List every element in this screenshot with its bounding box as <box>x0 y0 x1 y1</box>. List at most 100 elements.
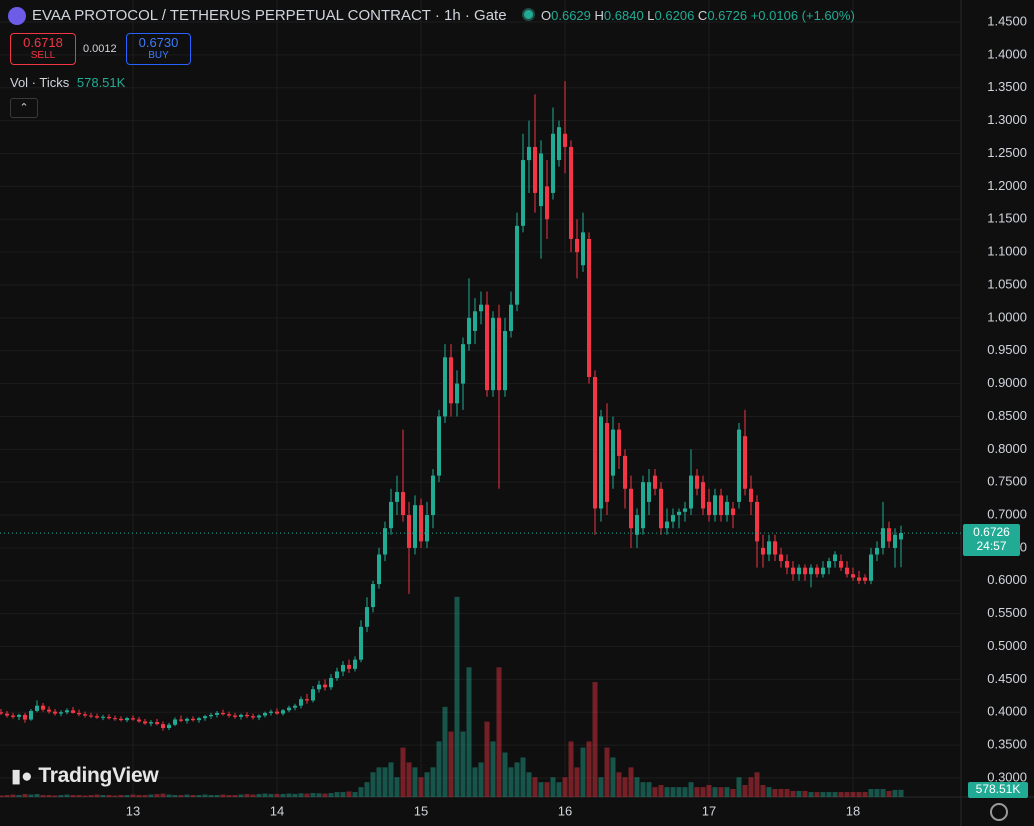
volume-bar <box>538 782 544 797</box>
volume-bar <box>706 785 712 797</box>
candle-body <box>209 714 213 717</box>
volume-bar <box>784 788 790 797</box>
candle-body <box>425 515 429 542</box>
candle-body <box>695 475 699 489</box>
candle-body <box>179 719 183 721</box>
candle-body <box>227 714 231 716</box>
candle-body <box>311 689 315 701</box>
candle-body <box>713 495 717 516</box>
volume-bar <box>130 794 136 797</box>
volume-bar <box>724 787 730 797</box>
volume-bar <box>106 795 112 797</box>
brand-name: TradingView <box>38 764 159 787</box>
candle-body <box>329 678 333 688</box>
collapse-button[interactable]: ⌃ <box>10 98 38 118</box>
volume-bar <box>478 762 484 797</box>
candle-body <box>185 718 189 721</box>
volume-bar <box>436 741 442 797</box>
volume-bar <box>526 772 532 797</box>
candle-body <box>605 423 609 502</box>
volume-bar <box>34 794 40 797</box>
candle-body <box>251 716 255 718</box>
buy-button[interactable]: 0.6730 BUY <box>126 33 191 65</box>
y-tick-label: 1.3500 <box>987 79 1027 94</box>
candle-body <box>275 711 279 714</box>
buy-price: 0.6730 <box>138 35 179 50</box>
volume-bar <box>88 795 94 797</box>
candle-body <box>545 186 549 220</box>
y-tick-label: 0.5500 <box>987 605 1027 620</box>
volume-bar <box>472 767 478 797</box>
candle-body <box>155 722 159 725</box>
candle-body <box>17 714 21 717</box>
buy-label: BUY <box>148 50 169 61</box>
candle-body <box>281 710 285 714</box>
candle-body <box>815 567 819 575</box>
candle-body <box>359 626 363 660</box>
volume-bar <box>586 741 592 797</box>
candle-body <box>521 160 525 226</box>
candle-body <box>857 577 861 581</box>
volume-bar <box>568 741 574 797</box>
y-tick-label: 0.9000 <box>987 375 1027 390</box>
candle-body <box>239 714 243 717</box>
sell-button[interactable]: 0.6718 SELL <box>10 33 76 65</box>
candle-body <box>125 718 129 721</box>
candle-body <box>341 664 345 672</box>
candle-body <box>509 304 513 331</box>
ohlc-value: 0.6840 <box>603 8 644 23</box>
volume-bar <box>424 772 430 797</box>
volume-bar <box>694 787 700 797</box>
volume-bar <box>256 794 262 797</box>
volume-bar <box>10 794 16 797</box>
volume-bar <box>790 790 796 797</box>
candle-body <box>5 713 9 716</box>
volume-bar <box>214 795 220 797</box>
settings-icon[interactable] <box>990 803 1008 821</box>
volume-bar <box>346 791 352 797</box>
y-tick-label: 1.0500 <box>987 276 1027 291</box>
candle-body <box>797 567 801 575</box>
volume-bar <box>658 785 664 797</box>
volume-bar <box>322 793 328 797</box>
candle-body <box>95 716 99 718</box>
ohlc-value: 0.6629 <box>551 8 591 23</box>
volume-bar <box>820 792 826 797</box>
candle-body <box>431 475 435 516</box>
volume-bar <box>394 777 400 797</box>
volume-bar <box>370 772 376 797</box>
candle-body <box>449 357 453 404</box>
candle-body <box>665 521 669 529</box>
volume-bar <box>502 752 508 797</box>
volume-bar <box>454 596 460 797</box>
candle-body <box>863 577 867 581</box>
candle-body <box>11 715 15 717</box>
brand-logo: ▮● TradingView <box>11 764 159 788</box>
volume-legend-label: Vol · Ticks <box>10 75 70 90</box>
candle-body <box>191 718 195 721</box>
candle-body <box>437 416 441 476</box>
volume-bar <box>226 795 232 797</box>
candle-body <box>149 722 153 724</box>
candle-body <box>629 488 633 529</box>
candle-body <box>515 225 519 305</box>
volume-bar <box>700 787 706 797</box>
candle-body <box>77 712 81 715</box>
candle-body <box>107 716 111 719</box>
ohlc-value: 0.6206 <box>654 8 695 23</box>
y-tick-label: 0.5000 <box>987 638 1027 653</box>
candle-body <box>791 567 795 575</box>
volume-bar <box>742 785 748 797</box>
candle-body <box>557 127 561 161</box>
candle-body <box>119 718 123 721</box>
candle-body <box>41 705 45 710</box>
candle-body <box>419 505 423 542</box>
volume-bar <box>64 794 70 797</box>
candle-body <box>503 330 507 391</box>
candle-body <box>491 317 495 391</box>
ohlc-key: C <box>697 8 708 23</box>
volume-bar <box>208 795 214 797</box>
volume-bar <box>802 790 808 797</box>
volume-bar <box>184 794 190 797</box>
volume-bar <box>718 787 724 797</box>
